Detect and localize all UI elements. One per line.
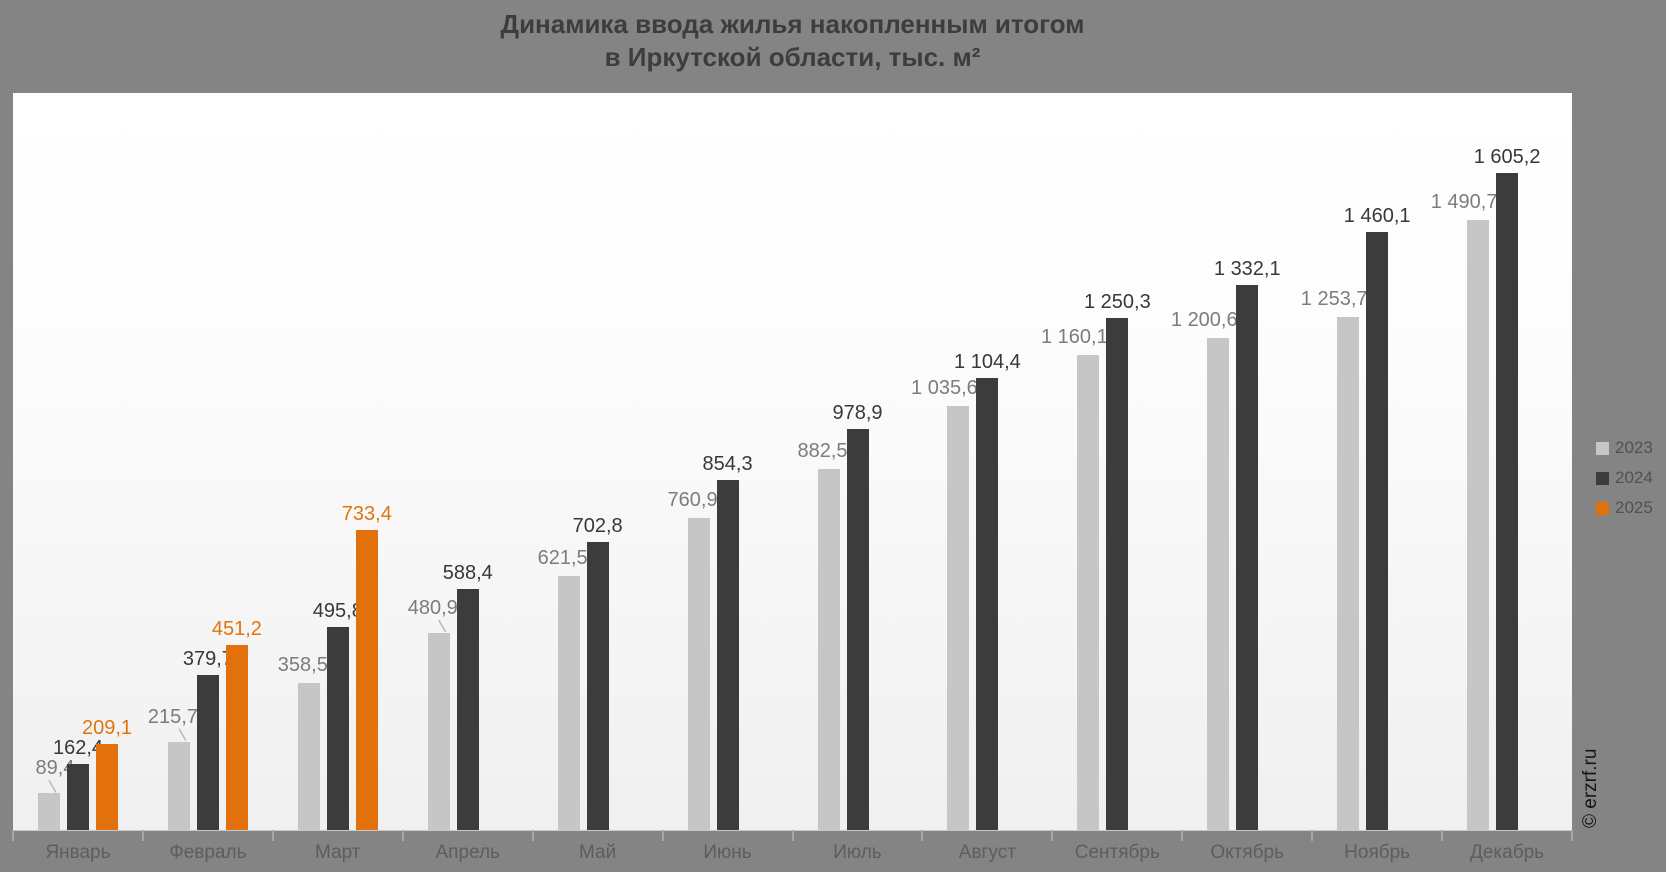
chart-title: Динамика ввода жилья накопленным итогом …	[13, 8, 1572, 74]
legend-swatch-2025	[1596, 501, 1609, 515]
axis-tick	[401, 830, 404, 841]
plot-area: 89,4 215,7 358,5 480,9 621,5 760,9 882,5 1 035,…	[13, 93, 1572, 830]
value-label-2024-mar: 495,8	[312, 600, 363, 622]
axis-tick	[1311, 830, 1314, 841]
axis-tick	[1571, 830, 1573, 841]
value-label-2024-apr: 588,4	[442, 562, 493, 585]
value-label-2025-feb: 451,2	[211, 618, 262, 641]
bar-2025-jan	[96, 744, 118, 830]
bar-2023-may	[557, 575, 580, 830]
legend-item-2024[interactable]: 2024	[1596, 463, 1653, 493]
value-label-2023-dec: 1 490,7	[1430, 190, 1498, 213]
label-connector-feb	[178, 728, 187, 742]
watermark: © erzrf.ru	[1580, 748, 1601, 828]
month-label-nov: Ноябрь	[1344, 842, 1411, 863]
axis-tick	[661, 830, 664, 841]
bar-2024-jul	[846, 429, 869, 830]
chart-title-line1: Динамика ввода жилья накопленным итогом	[500, 9, 1085, 39]
label-connector-apr	[438, 619, 447, 633]
value-label-2024-jul: 978,9	[832, 402, 883, 425]
value-label-2024-oct: 1 332,1	[1213, 257, 1281, 280]
axis-tick	[1441, 830, 1444, 841]
legend-label-2025: 2025	[1615, 498, 1653, 517]
value-label-2024-sep: 1 250,3	[1083, 291, 1151, 314]
value-label-2024-nov: 1 460,1	[1343, 205, 1411, 228]
axis-tick	[531, 830, 534, 841]
value-label-2023-nov: 1 253,7	[1300, 287, 1368, 310]
bar-2025-mar	[355, 529, 378, 830]
axis-tick	[791, 830, 794, 841]
bar-2024-jan	[67, 763, 89, 830]
legend-item-2023[interactable]: 2023	[1596, 433, 1653, 463]
month-label-dec: Декабрь	[1469, 842, 1545, 863]
month-label-oct: Октябрь	[1210, 842, 1285, 863]
value-label-2025-jan: 209,1	[81, 717, 133, 740]
bar-2023-jan	[38, 793, 60, 830]
value-label-2024-aug: 1 104,4	[954, 350, 1021, 373]
month-label-aug: Август	[958, 842, 1016, 863]
month-label-jan: Январь	[45, 842, 111, 863]
axis-tick	[12, 830, 14, 841]
value-label-2024-jun: 854,3	[702, 453, 753, 476]
bar-2024-sep	[1106, 318, 1129, 830]
bar-2024-aug	[976, 377, 999, 830]
value-label-2024-feb: 379,7	[182, 647, 233, 670]
bar-2023-feb	[167, 741, 190, 830]
value-label-2023-oct: 1 200,6	[1170, 309, 1238, 332]
axis-tick	[1051, 830, 1054, 841]
bar-2024-mar	[326, 627, 349, 830]
bar-2023-aug	[947, 405, 970, 830]
month-label-may: Май	[579, 842, 617, 863]
bar-2024-nov	[1366, 232, 1389, 830]
legend-label-2023: 2023	[1615, 438, 1653, 457]
month-label-jul: Июль	[833, 842, 882, 863]
month-label-sep: Сентябрь	[1074, 842, 1160, 863]
month-label-jun: Июнь	[703, 842, 752, 863]
bar-2024-oct	[1236, 284, 1259, 830]
bar-2023-dec	[1467, 219, 1490, 830]
axis-tick	[141, 830, 144, 841]
bar-2025-feb	[225, 645, 248, 830]
legend-swatch-2024	[1596, 471, 1609, 485]
legend: 2023 2024 2025	[1596, 433, 1653, 523]
value-label-2023-jun: 760,9	[667, 489, 718, 512]
bar-2023-sep	[1077, 355, 1100, 830]
legend-swatch-2023	[1596, 441, 1609, 455]
axis-tick	[921, 830, 924, 841]
value-label-2023-aug: 1 035,6	[911, 376, 978, 399]
bar-2023-mar	[297, 683, 320, 830]
value-label-2024-may: 702,8	[572, 515, 623, 538]
value-label-2023-mar: 358,5	[277, 654, 328, 677]
value-label-2024-dec: 1 605,2	[1473, 145, 1541, 168]
bar-2024-dec	[1496, 172, 1519, 830]
value-label-2023-apr: 480,9	[407, 597, 458, 620]
value-label-2023-may: 621,5	[537, 546, 588, 569]
month-label-apr: Апрель	[435, 842, 500, 863]
value-label-2023-jan: 89,4	[35, 757, 75, 780]
label-connector-jan	[48, 780, 57, 793]
bar-2024-jun	[716, 480, 739, 830]
bar-2023-jul	[817, 468, 840, 830]
axis-tick	[1181, 830, 1184, 841]
axis-tick	[271, 830, 274, 841]
value-label-2023-sep: 1 160,1	[1040, 326, 1108, 349]
chart-title-line2: в Иркутской области, тыс. м²	[604, 42, 981, 72]
bar-2024-apr	[456, 589, 479, 830]
legend-item-2025[interactable]: 2025	[1596, 493, 1653, 523]
legend-label-2024: 2024	[1615, 468, 1653, 487]
month-label-feb: Февраль	[169, 842, 247, 863]
bar-2023-oct	[1207, 338, 1230, 830]
value-label-2024-jan: 162,4	[52, 736, 104, 759]
value-label-2025-mar: 733,4	[341, 502, 392, 525]
bar-2023-apr	[427, 633, 450, 830]
month-label-mar: Март	[315, 842, 361, 863]
bar-2023-nov	[1337, 316, 1360, 830]
value-label-2023-feb: 215,7	[147, 705, 198, 728]
bar-2024-may	[586, 542, 609, 830]
bar-2024-feb	[196, 674, 219, 830]
bar-2023-jun	[687, 518, 710, 830]
value-label-2023-jul: 882,5	[797, 439, 848, 462]
